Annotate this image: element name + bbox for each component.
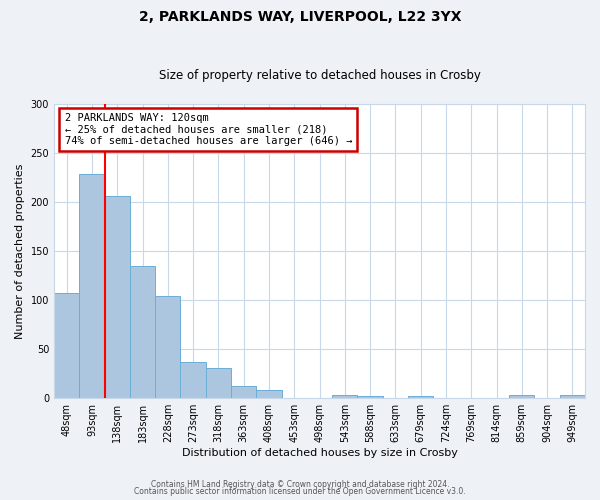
Bar xyxy=(79,174,104,398)
Bar xyxy=(104,196,130,398)
Bar xyxy=(509,395,535,398)
Text: Contains public sector information licensed under the Open Government Licence v3: Contains public sector information licen… xyxy=(134,488,466,496)
Y-axis label: Number of detached properties: Number of detached properties xyxy=(15,163,25,338)
Bar xyxy=(408,396,433,398)
X-axis label: Distribution of detached houses by size in Crosby: Distribution of detached houses by size … xyxy=(182,448,457,458)
Text: 2 PARKLANDS WAY: 120sqm
← 25% of detached houses are smaller (218)
74% of semi-d: 2 PARKLANDS WAY: 120sqm ← 25% of detache… xyxy=(65,113,352,146)
Bar xyxy=(256,390,281,398)
Bar xyxy=(206,368,231,398)
Bar xyxy=(54,293,79,398)
Bar xyxy=(560,395,585,398)
Bar xyxy=(181,362,206,398)
Bar xyxy=(332,395,358,398)
Text: 2, PARKLANDS WAY, LIVERPOOL, L22 3YX: 2, PARKLANDS WAY, LIVERPOOL, L22 3YX xyxy=(139,10,461,24)
Bar xyxy=(130,266,155,398)
Bar xyxy=(155,296,181,398)
Text: Contains HM Land Registry data © Crown copyright and database right 2024.: Contains HM Land Registry data © Crown c… xyxy=(151,480,449,489)
Bar xyxy=(231,386,256,398)
Bar xyxy=(358,396,383,398)
Title: Size of property relative to detached houses in Crosby: Size of property relative to detached ho… xyxy=(158,69,481,82)
